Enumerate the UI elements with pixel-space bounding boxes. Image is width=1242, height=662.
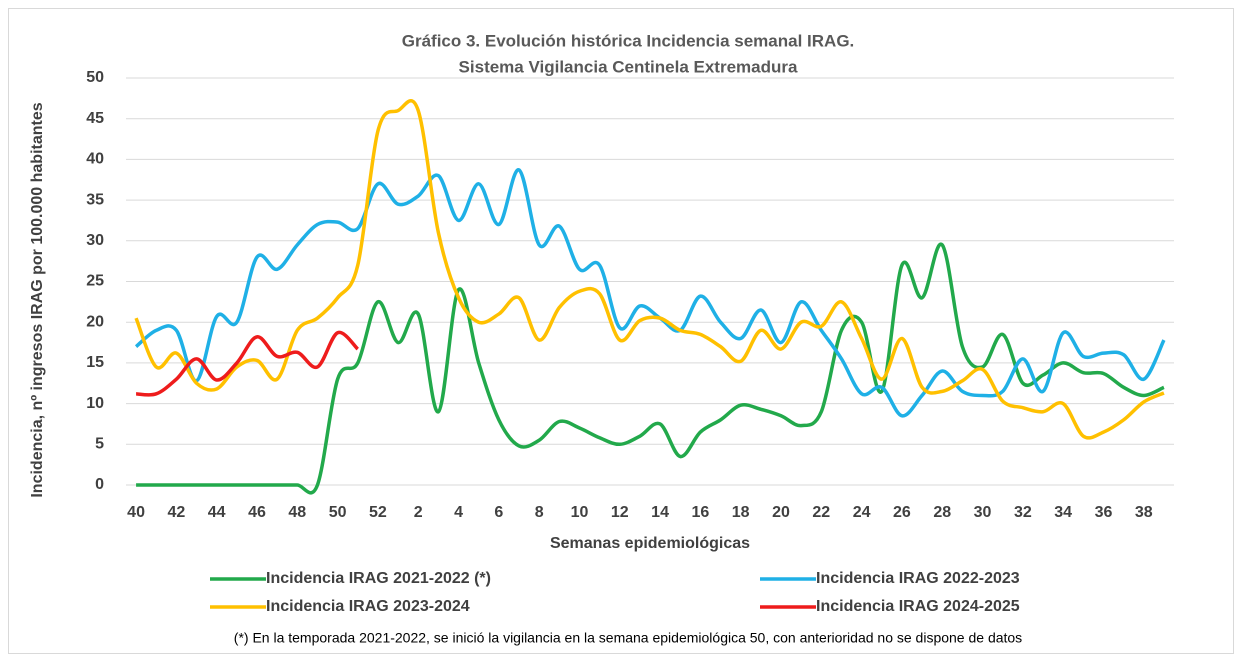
y-axis-label: Incidencia, nº ingresos IRAG por 100.000… <box>29 102 46 497</box>
x-tick-label: 12 <box>611 504 629 521</box>
y-tick-label: 50 <box>86 69 104 86</box>
x-tick-label: 28 <box>933 504 951 521</box>
legend-label: Incidencia IRAG 2022-2023 <box>816 570 1020 587</box>
x-tick-label: 6 <box>494 504 503 521</box>
x-tick-label: 2 <box>414 504 423 521</box>
series-line <box>134 168 1166 418</box>
x-tick-label: 34 <box>1054 504 1072 521</box>
legend-label: Incidencia IRAG 2024-2025 <box>816 598 1020 615</box>
legend-label: Incidencia IRAG 2021-2022 (*) <box>266 570 491 587</box>
chart-subtitle: Sistema Vigilancia Centinela Extremadura <box>459 57 798 76</box>
x-tick-label: 4 <box>454 504 463 521</box>
y-tick-label: 35 <box>86 191 104 208</box>
x-tick-label: 22 <box>812 504 830 521</box>
x-tick-label: 38 <box>1135 504 1153 521</box>
y-tick-label: 10 <box>86 395 104 412</box>
y-tick-label: 0 <box>95 476 104 493</box>
x-tick-label: 10 <box>571 504 589 521</box>
x-tick-label: 42 <box>167 504 185 521</box>
x-tick-label: 30 <box>974 504 992 521</box>
chart-title: Gráfico 3. Evolución histórica Incidenci… <box>402 31 855 50</box>
x-tick-label: 32 <box>1014 504 1032 521</box>
x-tick-label: 36 <box>1095 504 1113 521</box>
x-tick-label: 44 <box>208 504 226 521</box>
y-tick-label: 30 <box>86 232 104 249</box>
x-tick-label: 8 <box>535 504 544 521</box>
x-tick-label: 26 <box>893 504 911 521</box>
series-line <box>135 330 360 397</box>
x-tick-label: 24 <box>853 504 871 521</box>
footnote: (*) En la temporada 2021-2022, se inició… <box>234 630 1022 646</box>
x-tick-label: 16 <box>691 504 709 521</box>
y-tick-label: 20 <box>86 313 104 330</box>
y-tick-label: 15 <box>86 354 104 371</box>
y-tick-label: 25 <box>86 273 104 290</box>
series-line <box>136 242 1165 495</box>
y-tick-label: 40 <box>86 151 104 168</box>
x-tick-label: 40 <box>127 504 145 521</box>
x-axis-label: Semanas epidemiológicas <box>550 535 750 552</box>
y-tick-label: 5 <box>95 436 104 453</box>
y-tick-label: 45 <box>86 110 104 127</box>
x-tick-label: 14 <box>651 504 669 521</box>
x-tick-label: 52 <box>369 504 387 521</box>
x-tick-label: 48 <box>288 504 306 521</box>
legend-label: Incidencia IRAG 2023-2024 <box>266 598 470 615</box>
x-tick-label: 46 <box>248 504 266 521</box>
x-tick-label: 50 <box>329 504 347 521</box>
chart-border <box>8 8 1234 654</box>
series-line <box>134 98 1165 440</box>
x-tick-label: 18 <box>732 504 750 521</box>
x-tick-label: 20 <box>772 504 790 521</box>
